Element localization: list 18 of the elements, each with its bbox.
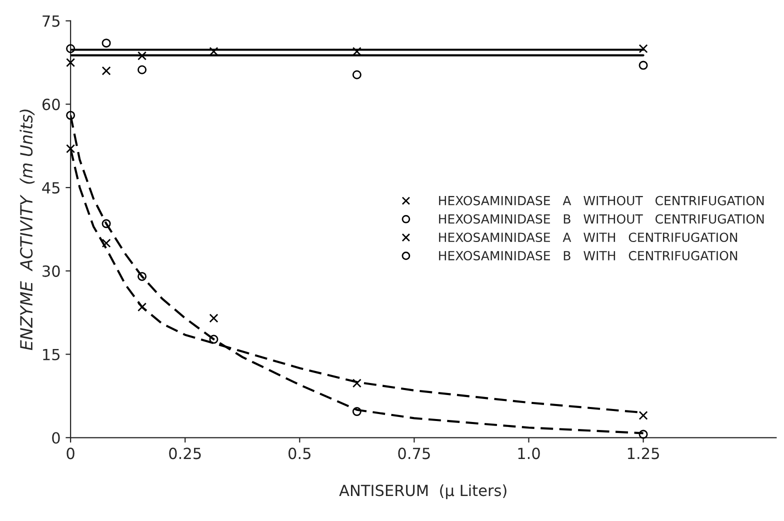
x-tick-label: 0.5 [288,448,310,460]
y-tick-label: 60 [42,98,60,110]
y-tick-label: 45 [42,182,60,194]
y-tick-label: 0 [52,432,60,444]
x-tick-label: 0.25 [169,448,201,460]
legend-label: HEXOSAMINIDASE A WITHOUT CENTRIFUGATION [439,196,764,206]
x-tick-label: 1.0 [518,448,540,460]
y-axis-title: ENZYME ACTIVITY (m Units) [20,110,35,350]
legend-label: HEXOSAMINIDASE A WITH CENTRIFUGATION [439,232,738,242]
legend-label: HEXOSAMINIDASE B WITHOUT CENTRIFUGATION [439,214,764,224]
y-tick-label: 15 [43,348,60,360]
x-tick-label: 0.75 [398,448,430,460]
legend-label: HEXOSAMINIDASE B WITH CENTRIFUGATION [439,250,738,260]
y-tick-label: 30 [42,265,60,277]
y-tick-label: 75 [42,16,60,27]
x-tick-label: 1.25 [628,448,659,460]
x-tick-label: 0 [66,448,74,460]
x-axis-title: ANTISERUM (μ Liters) [339,484,506,500]
